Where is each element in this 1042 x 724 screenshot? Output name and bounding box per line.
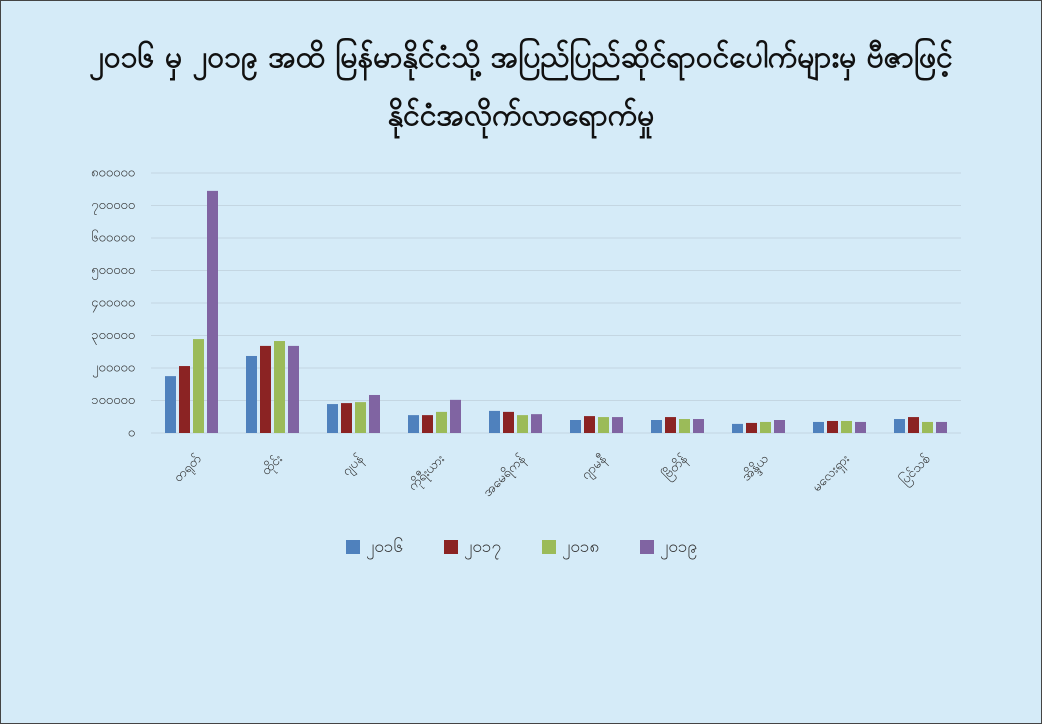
bar: [827, 420, 838, 433]
legend-swatch: [444, 540, 458, 554]
bar: [651, 420, 662, 433]
bar: [193, 339, 204, 433]
bar: [355, 402, 366, 433]
bar: [246, 355, 257, 433]
bar: [531, 414, 542, 433]
bar: [260, 345, 271, 433]
bar: [450, 399, 461, 433]
bar: [679, 419, 690, 433]
y-tick-label: ၂၀၀၀၀၀: [92, 361, 135, 378]
bar: [503, 411, 514, 433]
x-tick-label: ဂျာမနီ: [578, 451, 611, 484]
bar: [422, 415, 433, 433]
x-tick-label: ကိုရီးယား: [405, 451, 449, 495]
y-tick-label: ၇၀၀၀၀၀: [91, 198, 135, 215]
bar: [288, 345, 299, 433]
x-tick-label: တရုတ်: [170, 451, 206, 487]
y-tick-label: ၆၀၀၀၀၀: [91, 230, 135, 246]
bar: [436, 411, 447, 433]
y-tick-label: ၄၀၀၀၀၀: [91, 296, 135, 313]
bar: [341, 403, 352, 433]
x-tick-label: ဂျပန်: [339, 451, 369, 481]
y-tick-label: ၅၀၀၀၀၀: [91, 263, 135, 280]
bar: [894, 419, 905, 433]
bar: [369, 394, 380, 433]
legend-swatch: [346, 540, 360, 554]
bar: [908, 417, 919, 433]
bar: [408, 415, 419, 433]
bar: [612, 417, 623, 433]
legend-swatch: [542, 540, 556, 554]
x-tick-label: အမေရိကန်: [480, 451, 531, 502]
bar: [841, 420, 852, 433]
x-tick-label: အိန္ဒိယ: [738, 451, 773, 486]
y-tick-label: ၁၀၀၀၀၀: [91, 393, 135, 408]
bar: [936, 421, 947, 433]
bar: [855, 421, 866, 433]
legend-label: ၂၀၁၆: [366, 536, 403, 560]
bar: [813, 421, 824, 433]
x-tick-label: မလေးရှား: [810, 452, 855, 497]
bar: [207, 190, 218, 433]
bar: [665, 417, 676, 433]
y-tick-label: ၈၀၀၀၀၀: [91, 166, 135, 181]
bar: [760, 421, 771, 433]
bar: [693, 419, 704, 433]
x-tick-label: ဗြိတိန်: [659, 451, 693, 485]
bar: [732, 423, 743, 433]
bar: [327, 404, 338, 433]
bar: [774, 420, 785, 433]
bar: [746, 422, 757, 433]
bar: [517, 415, 528, 433]
legend-swatch: [640, 540, 654, 554]
bar: [922, 421, 933, 433]
chart-title: ၂၀၁၆ မှ ၂၀၁၉ အထိ မြန်မာနိုင်ငံသို့ အပြည်…: [89, 40, 953, 133]
legend-label: ၂၀၁၇: [464, 537, 501, 560]
y-tick-label: ၀: [128, 426, 135, 441]
bar: [598, 417, 609, 433]
bar: [489, 410, 500, 433]
y-tick-label: ၃၀၀၀၀၀: [91, 328, 135, 345]
legend-label: ၂၀၁၉: [660, 537, 697, 560]
bar: [179, 366, 190, 433]
x-tick-label: ပြင်သစ်: [896, 450, 936, 490]
legend-label: ၂၀၁၈: [562, 537, 599, 560]
x-tick-label: ထိုင်း: [258, 451, 287, 480]
bar: [165, 376, 176, 433]
bar: [570, 420, 581, 433]
bar: [274, 341, 285, 433]
bar: [584, 416, 595, 433]
